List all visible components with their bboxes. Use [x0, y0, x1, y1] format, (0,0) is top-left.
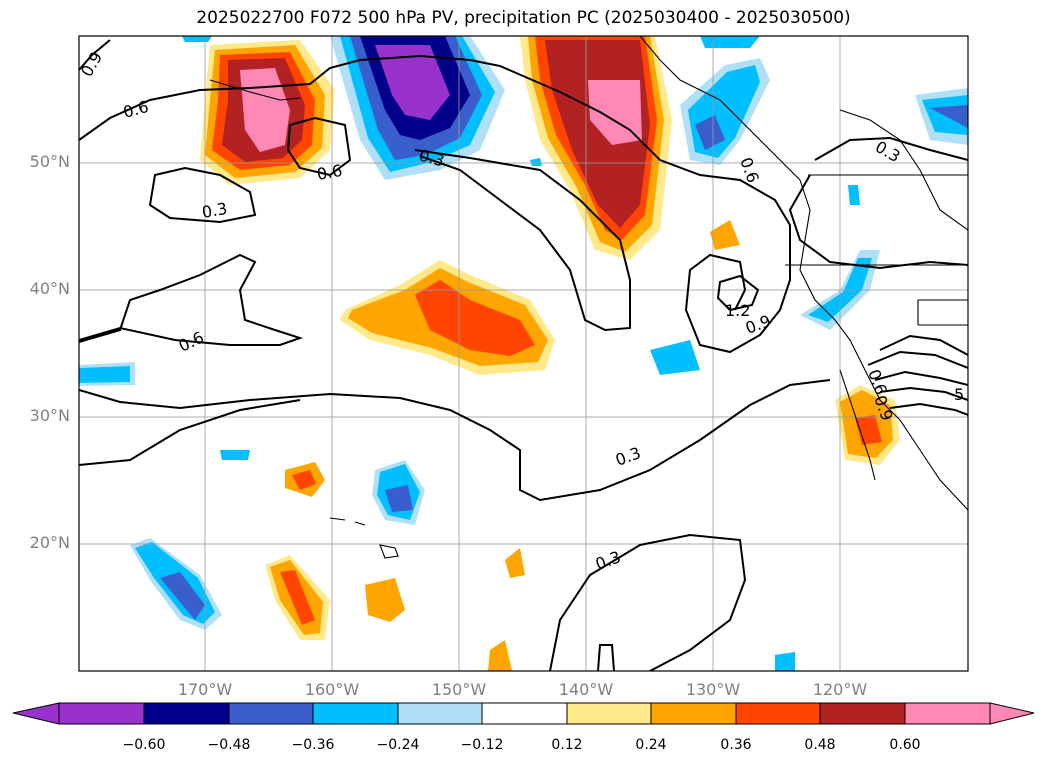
lat-label: 40°N: [29, 279, 70, 298]
colorbar: [12, 702, 1035, 725]
contour-label: 0.6: [315, 161, 343, 184]
lat-label: 50°N: [29, 152, 70, 171]
contour-label: 0.3: [200, 199, 228, 222]
colorbar-tick: −0.24: [376, 737, 420, 753]
colorbar-tick: 0.12: [551, 737, 583, 753]
contour-label: 1.2: [725, 301, 750, 320]
map-frame: [78, 35, 969, 672]
colorbar-tick: −0.60: [122, 737, 166, 753]
contour-label: 0.3: [593, 547, 623, 574]
map-title: 2025022700 F072 500 hPa PV, precipitatio…: [196, 8, 851, 28]
colorbar-tick: 0.60: [889, 737, 921, 753]
lon-label: 150°W: [431, 680, 487, 699]
colorbar-tick: 0.36: [720, 737, 752, 753]
lon-label: 170°W: [177, 680, 233, 699]
colorbar-tick: 0.48: [804, 737, 836, 753]
coastlines: [209, 36, 968, 559]
contour-label: 0.6: [176, 328, 207, 356]
lon-label: 160°W: [304, 680, 360, 699]
gridlines: [79, 36, 968, 671]
lon-label: 130°W: [685, 680, 741, 699]
colorbar-tick: −0.48: [207, 737, 251, 753]
contour-label: 5: [954, 385, 964, 404]
colorbar-tick: 0.24: [635, 737, 667, 753]
lat-label: 20°N: [29, 533, 70, 552]
colorbar-tick: −0.12: [460, 737, 504, 753]
contour-label: 0.3: [613, 443, 643, 470]
lon-label: 140°W: [558, 680, 614, 699]
lon-label: 120°W: [812, 680, 868, 699]
precip-fields: [79, 36, 968, 671]
contour-label: 0.6: [121, 97, 151, 122]
contour-label: 0.9: [77, 48, 106, 80]
colorbar-tick: −0.36: [291, 737, 335, 753]
pv-contours: [79, 39, 968, 671]
lat-label: 30°N: [29, 406, 70, 425]
